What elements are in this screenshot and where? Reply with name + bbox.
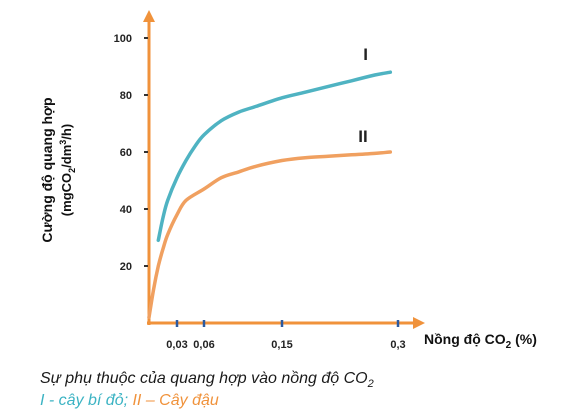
x-ticks: 0,03 0,06 0,15 0,3 xyxy=(166,320,406,351)
x-tick-label: 0,03 xyxy=(166,339,187,351)
series-label-one: I xyxy=(363,45,368,64)
series-label-two: II xyxy=(358,127,367,146)
x-axis-arrow xyxy=(413,317,425,329)
series-two-line xyxy=(147,150,393,320)
y-unit-pre: (mgCO xyxy=(59,173,74,216)
y-axis-arrow xyxy=(143,10,155,22)
legend-separator: ; xyxy=(123,392,133,409)
x-title-sub: 2 xyxy=(506,340,512,351)
y-tick-label: 60 xyxy=(120,147,132,159)
y-axis-title: Cường độ quang hợp (mgCO2/dm3/h) xyxy=(39,97,77,242)
x-title-post: (%) xyxy=(511,331,537,347)
y-unit-sub: 2 xyxy=(67,168,77,173)
y-unit-mid: /dm xyxy=(59,145,74,168)
y-unit-sup: 3 xyxy=(58,140,68,145)
y-axis-title-line2: (mgCO2/dm3/h) xyxy=(58,124,77,216)
figure-legend: I - cây bí đỏ; II – Cây đậu xyxy=(40,392,219,410)
y-tick-label: 20 xyxy=(120,261,132,273)
y-unit-post: /h) xyxy=(59,124,74,140)
y-tick-label: 100 xyxy=(114,33,132,45)
x-tick-label: 0,3 xyxy=(390,339,405,351)
series-lines xyxy=(147,70,393,320)
x-axis-title: Nồng độ CO2 (%) xyxy=(424,331,537,351)
x-tick-label: 0,15 xyxy=(271,339,292,351)
y-tick-label: 80 xyxy=(120,90,132,102)
caption-sub: 2 xyxy=(367,378,374,391)
axes xyxy=(143,10,425,329)
series-one-line xyxy=(156,70,393,243)
x-tick-label: 0,06 xyxy=(193,339,214,351)
y-ticks: 20 40 60 80 100 xyxy=(114,33,148,273)
x-title-pre: Nồng độ CO xyxy=(424,331,506,347)
caption-text: Sự phụ thuộc của quang hợp vào nồng độ C… xyxy=(40,370,368,387)
y-tick-label: 40 xyxy=(120,204,132,216)
legend-series-two: II – Cây đậu xyxy=(132,392,219,409)
figure-caption: Sự phụ thuộc của quang hợp vào nồng độ C… xyxy=(40,370,374,390)
y-axis-title-line1: Cường độ quang hợp xyxy=(39,97,55,242)
chart: 20 40 60 80 100 0,03 0,06 0,15 0,3 I II Cường đ… xyxy=(39,10,537,351)
legend-series-one: I - cây bí đỏ xyxy=(40,392,124,409)
